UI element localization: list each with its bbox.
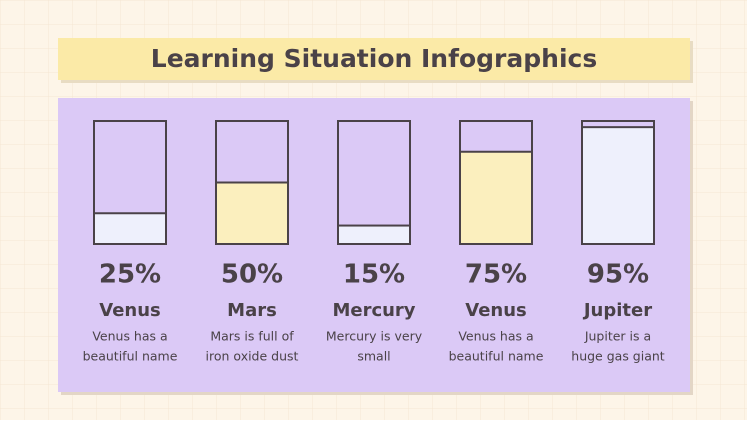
value-label: 25% bbox=[99, 260, 161, 290]
fill-level bbox=[581, 126, 655, 245]
gauge-outline bbox=[581, 120, 655, 245]
gauge-outline bbox=[459, 120, 533, 245]
gauge-outline bbox=[215, 120, 289, 245]
gauge-outline bbox=[93, 120, 167, 245]
description: beautiful name bbox=[449, 349, 544, 364]
value-label: 75% bbox=[465, 260, 527, 290]
category-label: Mercury bbox=[332, 300, 415, 321]
category-label: Mars bbox=[227, 300, 277, 321]
title: Learning Situation Infographics bbox=[151, 44, 597, 73]
description: Mars is full of bbox=[210, 329, 294, 344]
value-label: 15% bbox=[343, 260, 405, 290]
gauge-outline bbox=[337, 120, 411, 245]
category-label: Venus bbox=[465, 300, 527, 321]
fill-level bbox=[337, 224, 411, 246]
description: Venus has a bbox=[92, 329, 167, 344]
title-banner bbox=[58, 38, 690, 80]
description: huge gas giant bbox=[571, 349, 665, 364]
fill-level bbox=[215, 181, 289, 245]
description: Venus has a bbox=[458, 329, 533, 344]
fill-level bbox=[93, 212, 167, 245]
value-label: 95% bbox=[587, 260, 649, 290]
category-label: Venus bbox=[99, 300, 161, 321]
description: small bbox=[357, 349, 390, 364]
fill-level bbox=[459, 150, 533, 245]
description: beautiful name bbox=[83, 349, 178, 364]
description: Mercury is very bbox=[326, 329, 423, 344]
category-label: Jupiter bbox=[582, 300, 652, 321]
value-label: 50% bbox=[221, 260, 283, 290]
description: iron oxide dust bbox=[206, 349, 299, 364]
description: Jupiter is a bbox=[584, 329, 651, 344]
